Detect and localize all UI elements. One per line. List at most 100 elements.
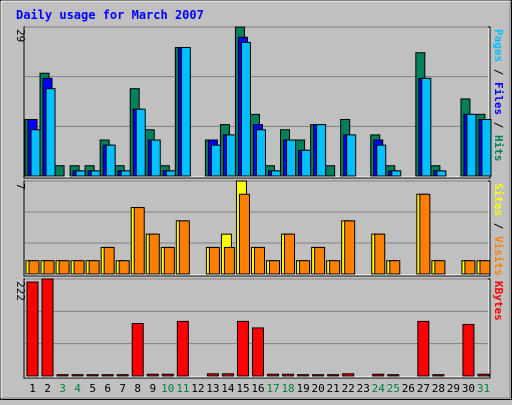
bar-visits — [58, 260, 70, 275]
bar-pages — [135, 108, 146, 177]
bar-visits — [344, 220, 356, 275]
bar-visits — [374, 233, 386, 275]
bar-pages — [286, 139, 297, 177]
bar-visits — [434, 260, 446, 275]
x-tick-label: 18 — [281, 382, 294, 395]
bar-kbytes — [131, 323, 144, 377]
y-axis-label: KBytes — [492, 281, 505, 321]
bar-visits — [269, 260, 281, 275]
y-axis-label-part: Sites — [492, 183, 505, 216]
bar-pages — [120, 170, 131, 177]
bar-pages — [150, 139, 161, 177]
bar-kbytes — [477, 373, 490, 377]
bar-pages — [75, 170, 86, 177]
bar-pages — [301, 149, 312, 177]
bar-pages — [421, 77, 432, 177]
bar-pages — [481, 118, 492, 177]
x-tick-label: 29 — [447, 382, 460, 395]
bar-kbytes — [176, 320, 189, 377]
bar-pages — [45, 88, 56, 177]
bar-kbytes — [282, 373, 295, 377]
x-tick-label: 2 — [44, 382, 51, 395]
x-tick-label: 4 — [74, 382, 81, 395]
x-tick-label: 24 — [372, 382, 386, 395]
bar-kbytes — [372, 373, 385, 377]
bar-kbytes — [312, 374, 325, 377]
bar-pages — [376, 144, 387, 177]
x-tick-label: 13 — [206, 382, 219, 395]
y-axis-label-part: Pages — [492, 29, 505, 62]
bar-kbytes — [101, 374, 114, 377]
bar-kbytes — [462, 323, 475, 377]
x-tick-label: 19 — [296, 382, 309, 395]
bar-kbytes — [297, 374, 310, 377]
x-tick-label: 6 — [104, 382, 111, 395]
bar-kbytes — [56, 374, 69, 377]
bar-kbytes — [432, 374, 445, 377]
bar-pages — [225, 134, 236, 177]
x-tick-label: 16 — [251, 382, 264, 395]
bar-visits — [178, 220, 190, 275]
bar-kbytes — [86, 374, 99, 377]
bar-pages — [391, 170, 402, 177]
x-tick-label: 8 — [134, 382, 141, 395]
bar-visits — [88, 260, 100, 275]
x-tick-label: 11 — [176, 382, 189, 395]
bar-kbytes — [417, 320, 430, 377]
x-tick-label: 10 — [161, 382, 174, 395]
bar-kbytes — [116, 374, 129, 377]
bar-kbytes — [41, 278, 54, 377]
bar-kbytes — [387, 374, 400, 377]
bar-visits — [73, 260, 85, 275]
y-axis-label-part: Files — [492, 82, 505, 115]
x-tick-label: 17 — [266, 382, 279, 395]
bar-pages — [210, 144, 221, 177]
bar-kbytes — [267, 373, 280, 377]
bar-kbytes — [206, 373, 219, 377]
bar-visits — [118, 260, 130, 275]
y-max-label: 222 — [14, 281, 27, 301]
y-axis-label-part: / — [492, 115, 505, 135]
bar-visits — [479, 260, 491, 275]
bar-visits — [389, 260, 401, 275]
bar-pages — [90, 170, 101, 177]
x-tick-label: 26 — [402, 382, 415, 395]
x-tick-label: 28 — [432, 382, 445, 395]
bar-visits — [103, 246, 115, 275]
bar-kbytes — [161, 373, 174, 377]
x-tick-label: 12 — [191, 382, 204, 395]
y-axis-label-part: / — [492, 216, 505, 236]
bar-kbytes — [146, 373, 159, 377]
y-axis-label-part: Visits — [492, 236, 505, 276]
y-max-label: 29 — [14, 29, 27, 42]
bar-visits — [419, 193, 431, 275]
panel-sites-visits: 7 Sites / Visits — [14, 180, 505, 277]
bar-visits — [284, 233, 296, 275]
x-tick-label: 14 — [221, 382, 235, 395]
x-tick-label: 3 — [59, 382, 66, 395]
x-tick-label: 7 — [119, 382, 126, 395]
chart-title: Daily usage for March 2007 — [16, 8, 204, 22]
bar-visits — [163, 246, 175, 275]
y-axis-label: Sites / Visits — [492, 183, 505, 276]
bar-visits — [464, 260, 476, 275]
x-tick-label: 9 — [149, 382, 156, 395]
bar-visits — [148, 233, 160, 275]
bar-hits — [325, 165, 336, 177]
bar-pages — [271, 170, 282, 177]
bar-pages — [466, 113, 477, 177]
bar-kbytes — [71, 374, 84, 377]
x-tick-label: 30 — [462, 382, 475, 395]
x-axis-day-labels: 1 2 3 4 5 6 7 8 9 10 11 12 13 14 15 16 17 18 19 20 21 22 23 24 2… — [29, 382, 490, 395]
x-tick-label: 21 — [327, 382, 340, 395]
y-max-label: 7 — [14, 183, 27, 190]
bar-visits — [133, 207, 145, 275]
bar-pages — [436, 170, 447, 177]
bar-kbytes — [236, 320, 249, 377]
y-axis-label: Pages / Files / Hits — [492, 29, 505, 162]
bar-visits — [43, 260, 55, 275]
bar-kbytes — [342, 373, 355, 377]
bar-kbytes — [327, 374, 340, 377]
